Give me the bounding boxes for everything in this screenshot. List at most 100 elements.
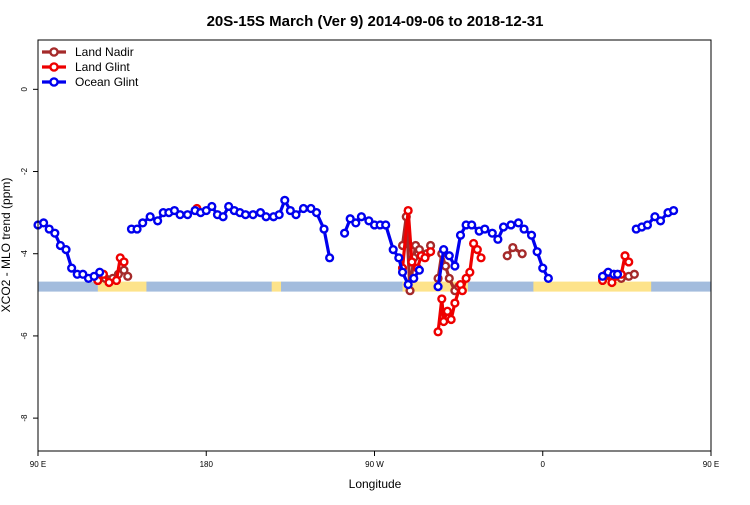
data-point: [526, 230, 537, 240]
legend-swatch-marker: [49, 62, 59, 72]
data-point: [455, 230, 466, 240]
data-point: [67, 263, 77, 273]
data-point: [442, 306, 453, 316]
data-point: [311, 208, 322, 218]
data-point: [397, 267, 408, 277]
chart-title: 20S-15S March (Ver 9) 2014-09-06 to 2018…: [207, 13, 544, 30]
data-point: [339, 228, 350, 238]
data-point: [280, 195, 290, 205]
data-point: [394, 253, 404, 263]
data-point: [508, 242, 518, 253]
data-point: [450, 261, 460, 271]
legend-label: Land Nadir: [75, 45, 134, 59]
data-point: [95, 267, 105, 277]
data-point: [513, 218, 524, 228]
surface-strip-land: [602, 281, 652, 292]
data-point: [351, 218, 361, 228]
surface-strip-ocean: [281, 281, 404, 292]
surface-strip-land: [97, 281, 147, 292]
data-point: [439, 245, 449, 255]
data-point: [381, 220, 391, 230]
data-point: [655, 216, 666, 226]
surface-strip-ocean: [38, 281, 99, 292]
data-point: [403, 205, 413, 216]
legend-swatch-marker: [49, 47, 59, 57]
data-point: [414, 265, 424, 275]
data-point: [450, 298, 460, 308]
data-point: [669, 205, 679, 216]
data-point: [61, 245, 71, 255]
data-point: [420, 253, 430, 263]
data-point: [261, 212, 271, 222]
surface-strip-land: [533, 281, 570, 292]
x-tick-label: 90 E: [703, 460, 719, 469]
x-tick-label: 0: [541, 460, 546, 469]
data-point: [532, 247, 542, 257]
data-point: [543, 273, 553, 283]
series-ocean-glint: [33, 195, 679, 292]
data-point: [298, 203, 309, 214]
data-point: [439, 316, 449, 327]
data-point: [39, 218, 49, 228]
data-point: [446, 314, 456, 325]
x-tick-label: 180: [200, 460, 214, 469]
data-point: [502, 251, 512, 261]
data-point: [642, 220, 653, 230]
plot-area: 90 E 180 90 W 0 90 E 0 -2 -4 -6 -8: [20, 39, 719, 469]
data-point: [517, 249, 527, 259]
y-tick-label: -8: [20, 414, 29, 422]
data-point: [403, 279, 413, 290]
data-point: [425, 247, 436, 257]
data-point: [506, 220, 516, 230]
surface-strip-ocean: [651, 281, 688, 292]
surface-strip-land: [271, 281, 282, 292]
data-point: [444, 251, 454, 261]
surface-strip-ocean: [686, 281, 712, 292]
data-point: [123, 271, 133, 281]
data-point: [468, 238, 479, 249]
data-point: [291, 210, 301, 220]
data-point: [145, 212, 155, 222]
legend-item-land-glint: Land Glint: [42, 60, 130, 74]
data-point: [444, 273, 454, 283]
data-point: [240, 210, 251, 220]
data-point: [104, 277, 114, 288]
y-tick-label: 0: [20, 87, 29, 92]
x-axis-label: Longitude: [349, 477, 402, 491]
legend-item-ocean-glint: Ocean Glint: [42, 75, 139, 89]
data-point: [433, 327, 443, 337]
data-point: [119, 265, 129, 275]
y-axis-label: XCO2 - MLO trend (ppm): [0, 178, 13, 313]
data-point: [111, 275, 122, 286]
data-point: [457, 286, 467, 296]
y-tick-label: -6: [20, 332, 29, 340]
x-tick-label: 90 W: [365, 460, 384, 469]
data-point: [498, 222, 509, 232]
data-point: [487, 228, 497, 238]
data-point: [407, 257, 417, 267]
data-point: [629, 269, 639, 279]
data-point: [437, 294, 447, 304]
legend-item-land-nadir: Land Nadir: [42, 45, 134, 59]
data-point: [612, 269, 623, 279]
data-point: [467, 220, 477, 230]
data-point: [409, 273, 419, 283]
data-point: [50, 228, 60, 238]
x-tick-label: 90 E: [30, 460, 46, 469]
data-point: [480, 224, 490, 234]
data-point: [356, 212, 367, 222]
y-tick-label: -2: [20, 167, 29, 175]
data-point: [519, 224, 529, 234]
data-point: [461, 273, 471, 283]
y-tick-label: -4: [20, 250, 29, 258]
data-point: [388, 245, 398, 255]
data-point: [319, 224, 329, 234]
data-point: [465, 267, 475, 277]
data-point: [248, 210, 258, 220]
data-point: [274, 210, 284, 220]
data-point: [207, 201, 217, 212]
legend-label: Ocean Glint: [75, 75, 139, 89]
